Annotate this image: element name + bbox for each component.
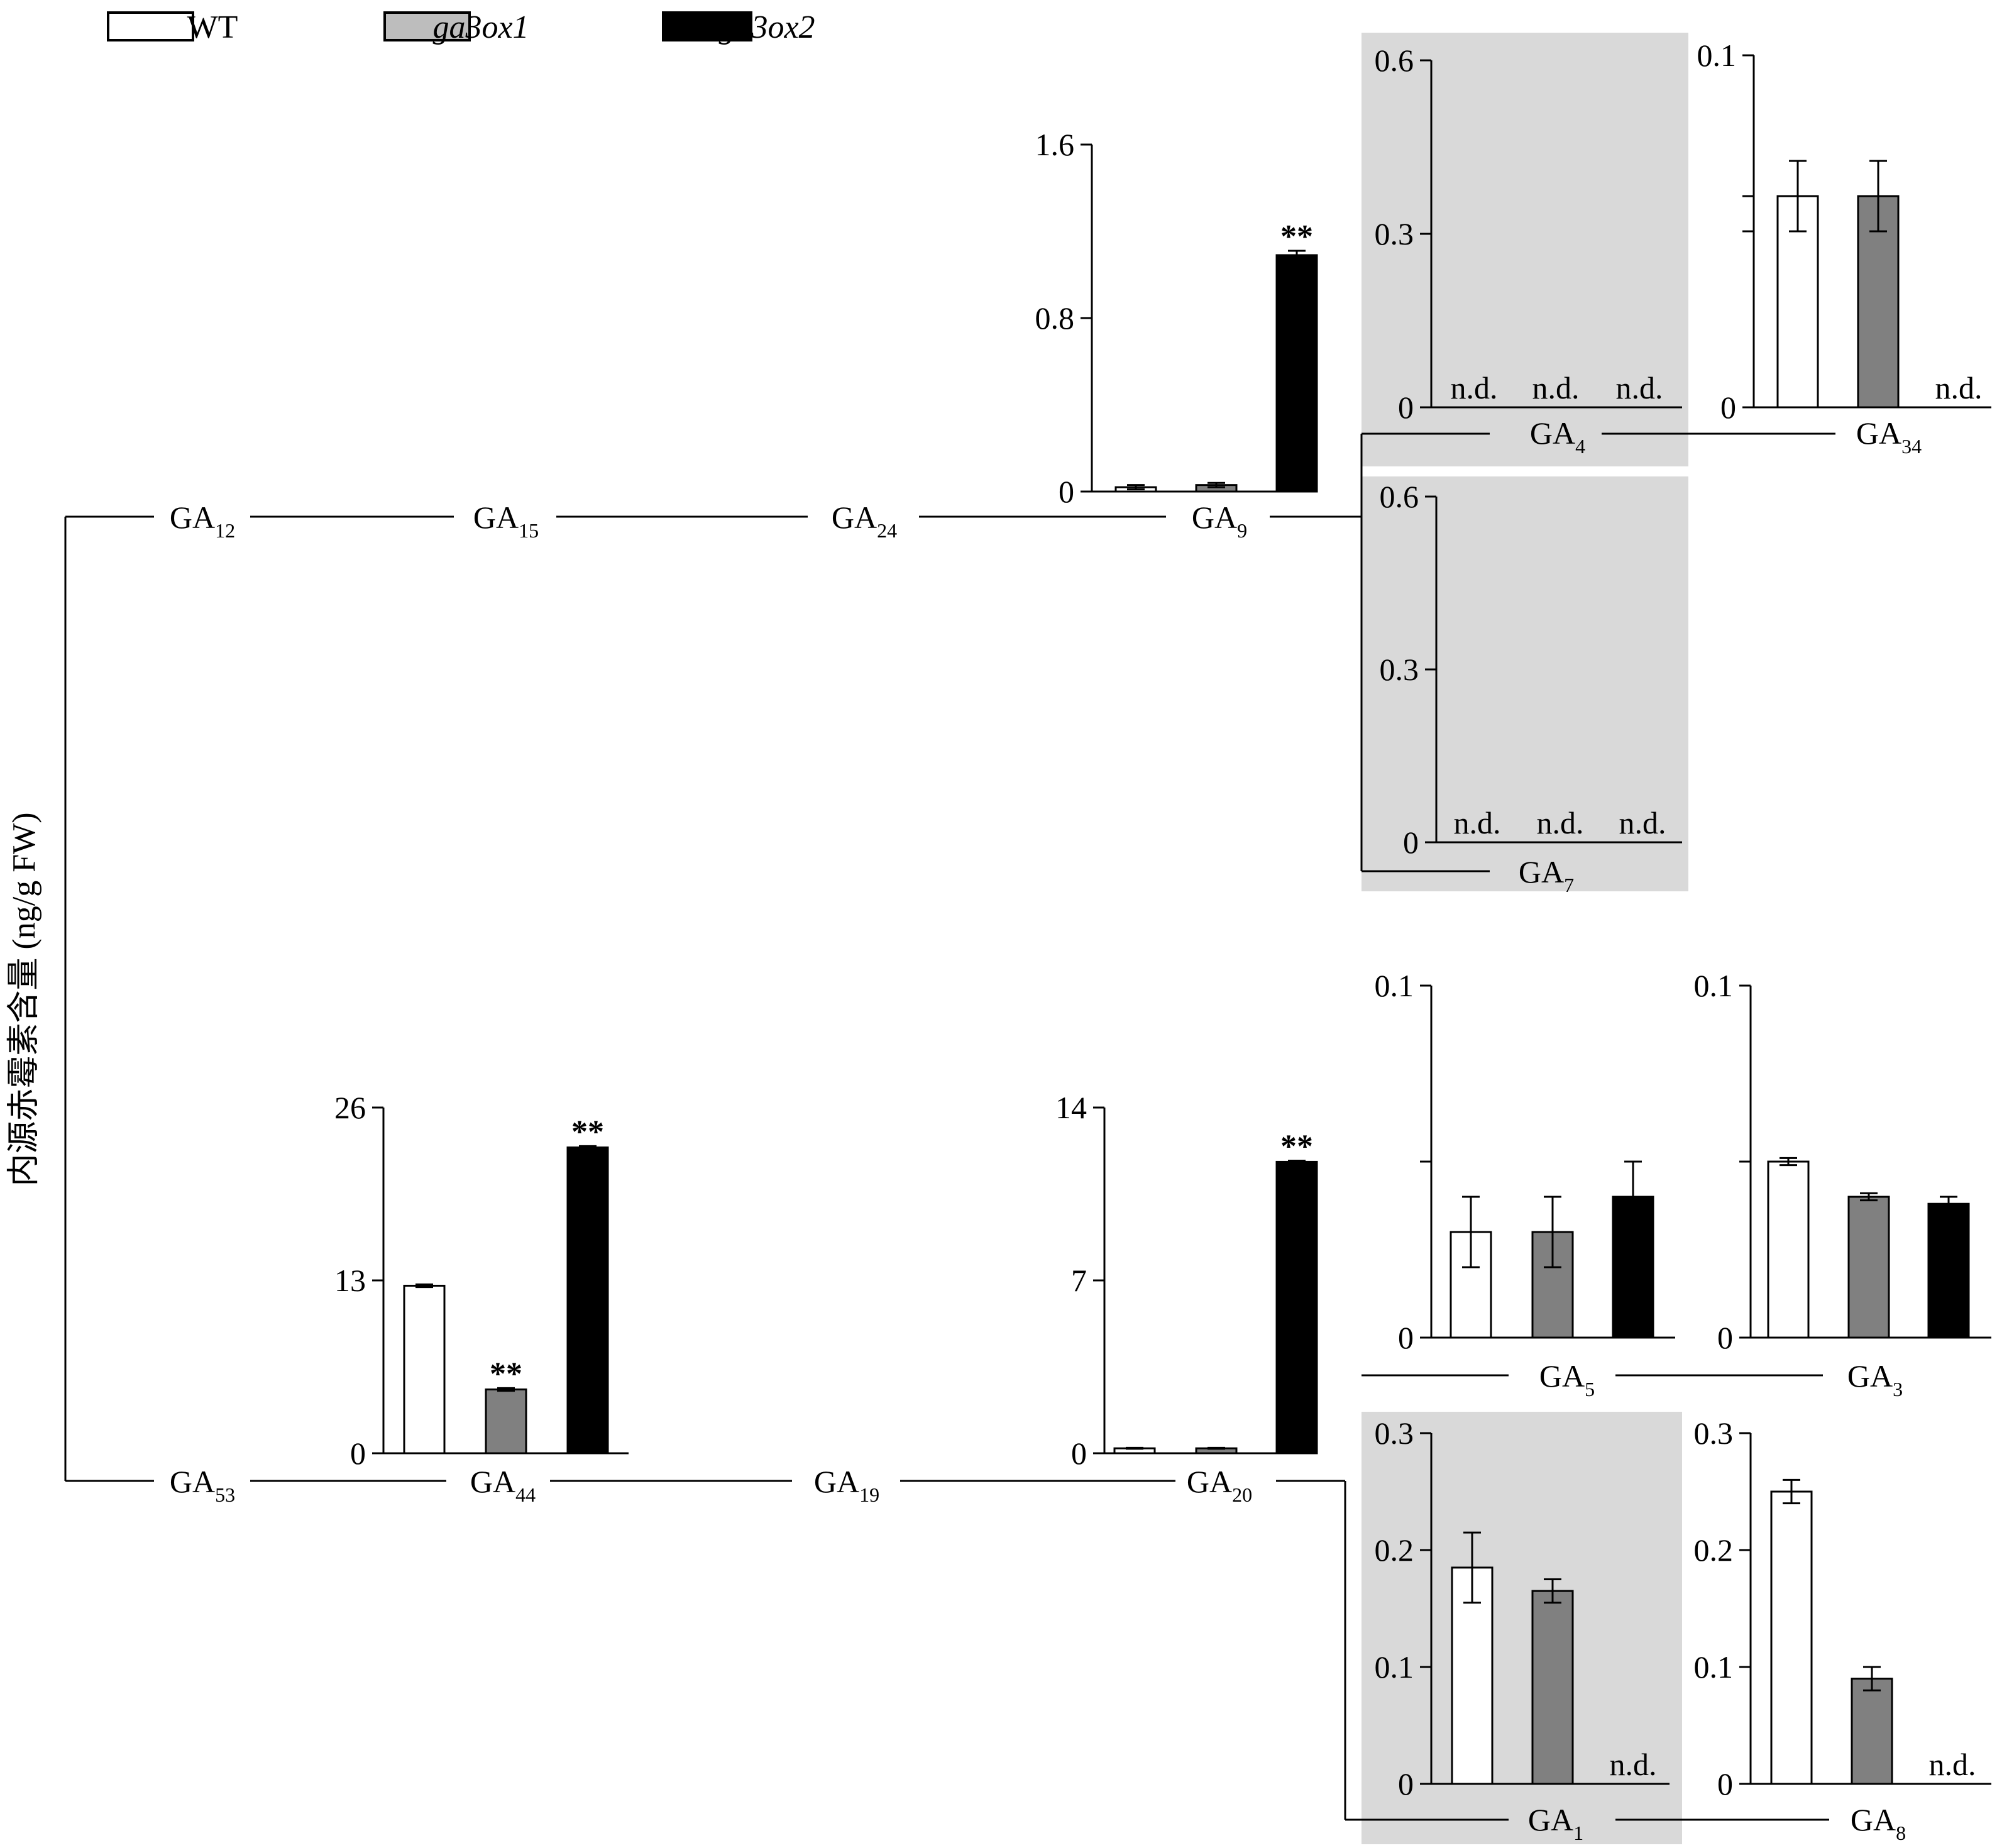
y-tick-label: 0.6: [1380, 479, 1419, 514]
legend-swatch: [383, 11, 471, 41]
significance-mark-ga3ox1: **: [490, 1356, 522, 1392]
chart-panels: 0 0.8 1.6 ** GA9 0 0.3 0.6 n.d. n.d. n.d. GA4 0 0.1 n.…: [334, 38, 1991, 1844]
y-tick-label: 0: [1398, 1320, 1414, 1355]
chart-GA34: 0 0.1 n.d. GA34: [1697, 38, 1991, 458]
significance-mark-ga3ox2: **: [571, 1114, 604, 1150]
bar-ga3ox2: [1275, 1160, 1318, 1455]
legend-item-3: ga3ox2: [662, 9, 815, 45]
x-title-GA44: GA44: [470, 1464, 536, 1506]
nd-label-ga3ox2: n.d.: [1616, 370, 1663, 405]
chart-GA4: 0 0.3 0.6 n.d. n.d. n.d. GA4: [1375, 43, 1682, 458]
y-tick-label: 0.1: [1694, 1649, 1734, 1685]
bar-WT: [1767, 1160, 1810, 1339]
y-tick-label: 0: [1717, 1766, 1733, 1801]
legend-label: ga3ox2: [718, 9, 815, 45]
bar-WT: [1770, 1490, 1813, 1785]
x-title-GA7: GA7: [1519, 854, 1574, 896]
x-title-GA20: GA20: [1187, 1464, 1252, 1506]
y-tick-label: 0.1: [1697, 38, 1737, 73]
y-tick-label: 0.3: [1694, 1416, 1734, 1451]
nd-label-WT: n.d.: [1454, 805, 1501, 840]
node-GA15: GA15: [473, 500, 539, 542]
shaded-panels: [1362, 33, 1688, 1844]
y-tick-label: 0: [1403, 825, 1419, 860]
y-tick-label: 0: [1398, 390, 1414, 425]
bar-ga3ox1: [1847, 1196, 1890, 1339]
legend-item-1: WT: [107, 9, 238, 45]
y-tick-label: 7: [1071, 1263, 1087, 1298]
pathway-diagram: GA12 GA15 GA24 GA53 GA19: [64, 432, 1835, 1821]
bar-WT: [1451, 1566, 1494, 1785]
nd-label-ga3ox2: n.d.: [1935, 370, 1983, 405]
y-tick-label: 0: [1398, 1766, 1414, 1801]
nd-label-ga3ox2: n.d.: [1929, 1747, 1976, 1782]
legend-item-2: ga3ox1: [383, 9, 529, 45]
y-tick-label: 0: [1071, 1436, 1087, 1471]
legend-swatch: [107, 11, 194, 41]
significance-mark-ga3ox2: **: [1280, 1128, 1313, 1164]
bar-WT: [1776, 195, 1819, 409]
y-tick-label: 0.3: [1380, 652, 1419, 687]
bar-ga3ox1: [1531, 1590, 1574, 1785]
y-tick-label: 0.8: [1035, 300, 1075, 336]
nd-label-ga3ox1: n.d.: [1537, 805, 1584, 840]
chart-GA8: 0 0.1 0.2 0.3 n.d. GA8: [1694, 1416, 1991, 1844]
y-tick-label: 0.1: [1375, 1649, 1414, 1685]
chart-GA3: 0 0.1 GA3: [1694, 968, 1991, 1400]
shaded-box-1: [1362, 33, 1688, 466]
y-tick-label: 0.3: [1375, 216, 1414, 251]
y-tick-label: 26: [334, 1090, 366, 1125]
significance-mark-ga3ox2: **: [1280, 219, 1313, 255]
nd-label-ga3ox2: n.d.: [1610, 1747, 1657, 1782]
y-tick-label: 0: [1717, 1320, 1733, 1355]
nd-label-ga3ox1: n.d.: [1532, 370, 1580, 405]
y-tick-label: 0.6: [1375, 43, 1414, 78]
chart-GA9: 0 0.8 1.6 ** GA9: [1035, 127, 1318, 542]
bar-ga3ox2: [1275, 254, 1318, 493]
chart-GA7: 0 0.3 0.6 n.d. n.d. n.d. GA7: [1380, 479, 1682, 896]
y-tick-label: 1.6: [1035, 127, 1075, 162]
y-tick-label: 0.1: [1694, 968, 1734, 1003]
x-title-GA9: GA9: [1192, 500, 1247, 542]
y-tick-label: 13: [334, 1263, 366, 1298]
bar-ga3ox2: [1927, 1202, 1970, 1339]
x-title-GA1: GA1: [1528, 1802, 1583, 1844]
chart-GA44: 0 13 26 ** ** GA44: [334, 1090, 629, 1506]
shaded-box-3: [1362, 1412, 1682, 1844]
node-GA12: GA12: [170, 500, 235, 542]
chart-GA20: 0 7 14 ** GA20: [1055, 1090, 1318, 1506]
node-GA53: GA53: [170, 1464, 235, 1506]
legend-label: WT: [187, 9, 238, 45]
nd-label-ga3ox2: n.d.: [1619, 805, 1666, 840]
chart-GA5: 0 0.1 GA5: [1375, 968, 1675, 1400]
node-GA19: GA19: [814, 1464, 879, 1506]
y-tick-label: 0.3: [1375, 1416, 1414, 1451]
legend: WT ga3ox1 ga3ox2: [107, 9, 815, 45]
y-axis-label: 内源赤霉素含量 (ng/g FW): [6, 812, 42, 1186]
x-title-GA8: GA8: [1851, 1802, 1906, 1844]
y-tick-label: 0.2: [1375, 1532, 1414, 1568]
nd-label-WT: n.d.: [1451, 370, 1498, 405]
x-title-GA3: GA3: [1847, 1358, 1903, 1400]
x-title-GA4: GA4: [1530, 415, 1585, 458]
y-tick-label: 0: [1720, 390, 1736, 425]
legend-label: ga3ox1: [432, 9, 529, 45]
legend-swatch: [662, 11, 752, 41]
shaded-box-2: [1362, 476, 1688, 891]
node-GA24: GA24: [832, 500, 897, 542]
y-tick-label: 0: [350, 1436, 366, 1471]
y-tick-label: 0.1: [1375, 968, 1414, 1003]
bar-WT: [403, 1284, 446, 1455]
bar-ga3ox1: [485, 1388, 527, 1455]
x-title-GA34: GA34: [1856, 415, 1922, 458]
bar-ga3ox1: [1851, 1678, 1893, 1785]
y-tick-label: 0: [1059, 474, 1074, 509]
bar-ga3ox2: [566, 1146, 609, 1455]
chart-GA1: 0 0.1 0.2 0.3 n.d. GA1: [1375, 1416, 1670, 1844]
y-tick-label: 14: [1055, 1090, 1087, 1125]
x-title-GA5: GA5: [1539, 1358, 1595, 1400]
y-tick-label: 0.2: [1694, 1532, 1734, 1568]
